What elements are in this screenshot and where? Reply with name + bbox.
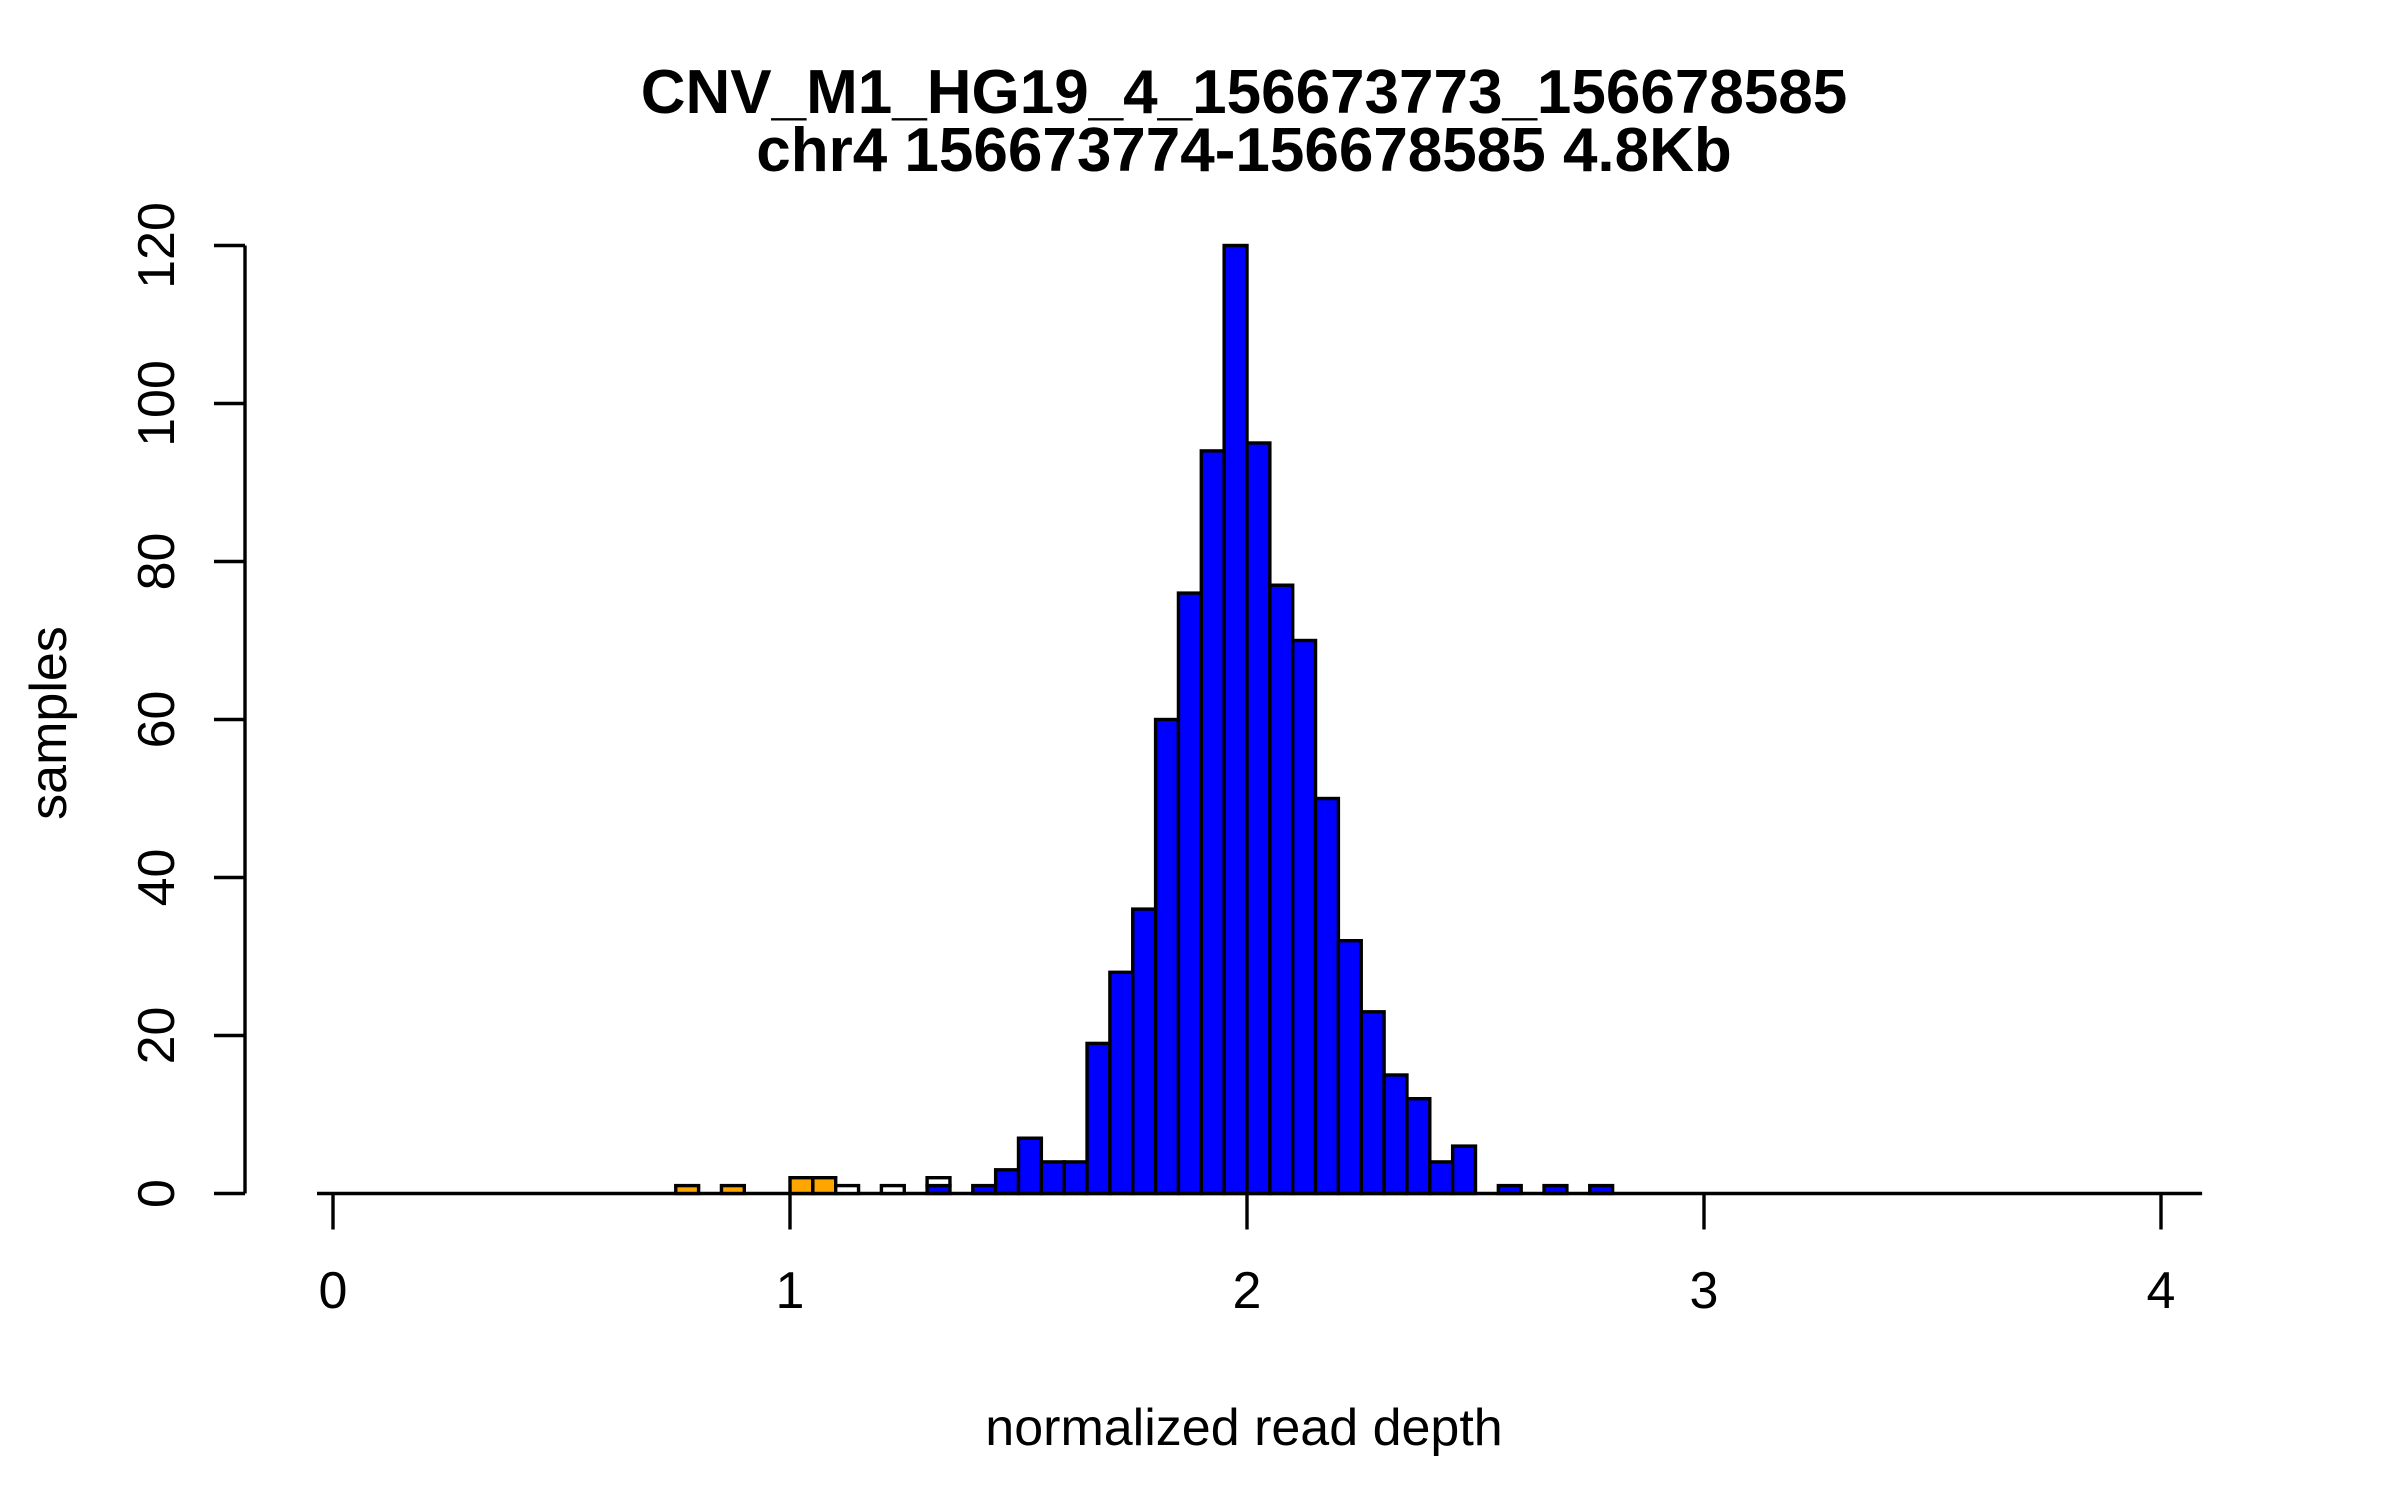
histogram-bar xyxy=(1108,970,1135,1196)
histogram-bar xyxy=(1245,441,1272,1196)
histogram-bar xyxy=(674,1183,701,1196)
histogram-bar xyxy=(993,1168,1021,1196)
y-tick-label: 100 xyxy=(128,360,186,447)
histogram-bar xyxy=(1382,1073,1409,1196)
histogram-bar xyxy=(788,1175,815,1196)
histogram-bar xyxy=(971,1183,998,1196)
histogram-bar xyxy=(834,1183,861,1196)
y-tick-label: 80 xyxy=(128,533,186,591)
histogram-bar xyxy=(1085,1041,1112,1196)
y-tick-label: 40 xyxy=(128,849,186,907)
histogram-bar xyxy=(1153,717,1181,1196)
y-axis-label: samples xyxy=(20,626,78,820)
histogram-bar xyxy=(1222,243,1249,1196)
histogram-bar xyxy=(1450,1144,1478,1196)
x-tick-label: 0 xyxy=(319,1262,348,1320)
histogram-bar xyxy=(1542,1183,1569,1196)
x-tick-label: 3 xyxy=(1690,1262,1719,1320)
chart-title: CNV_M1_HG19_4_156673773_156678585 xyxy=(640,58,1848,127)
x-tick-label: 1 xyxy=(776,1262,805,1320)
histogram-bar xyxy=(1268,583,1295,1196)
x-axis-label: normalized read depth xyxy=(985,1399,1503,1457)
histogram-bar xyxy=(1359,1010,1386,1196)
x-tick-label: 4 xyxy=(2147,1262,2176,1320)
y-tick-label: 20 xyxy=(128,1007,186,1065)
histogram-bar xyxy=(1588,1183,1615,1196)
histogram-bar xyxy=(1176,591,1203,1196)
histogram-bar xyxy=(1428,1160,1455,1196)
histogram-bar xyxy=(1131,907,1158,1196)
histogram-bar xyxy=(1199,449,1226,1196)
histogram-bar xyxy=(1039,1160,1066,1196)
histogram-bar xyxy=(925,1175,952,1188)
histogram-bar xyxy=(1496,1183,1523,1196)
chart-subtitle: chr4 156673774-156678585 4.8Kb xyxy=(756,116,1732,185)
histogram-bar xyxy=(811,1175,838,1196)
histogram-bar xyxy=(1062,1160,1089,1196)
histogram-bar xyxy=(719,1183,747,1196)
y-tick-label: 120 xyxy=(128,202,186,289)
histogram-bar xyxy=(1016,1136,1044,1196)
histogram-bar xyxy=(1290,638,1318,1196)
histogram-bar xyxy=(1336,939,1363,1196)
histogram-bar xyxy=(1405,1096,1432,1196)
x-tick-label: 2 xyxy=(1233,1262,1262,1320)
y-tick-label: 0 xyxy=(128,1179,186,1208)
y-tick-label: 60 xyxy=(128,691,186,749)
histogram-bar xyxy=(879,1183,906,1196)
histogram-bar xyxy=(1313,796,1341,1196)
